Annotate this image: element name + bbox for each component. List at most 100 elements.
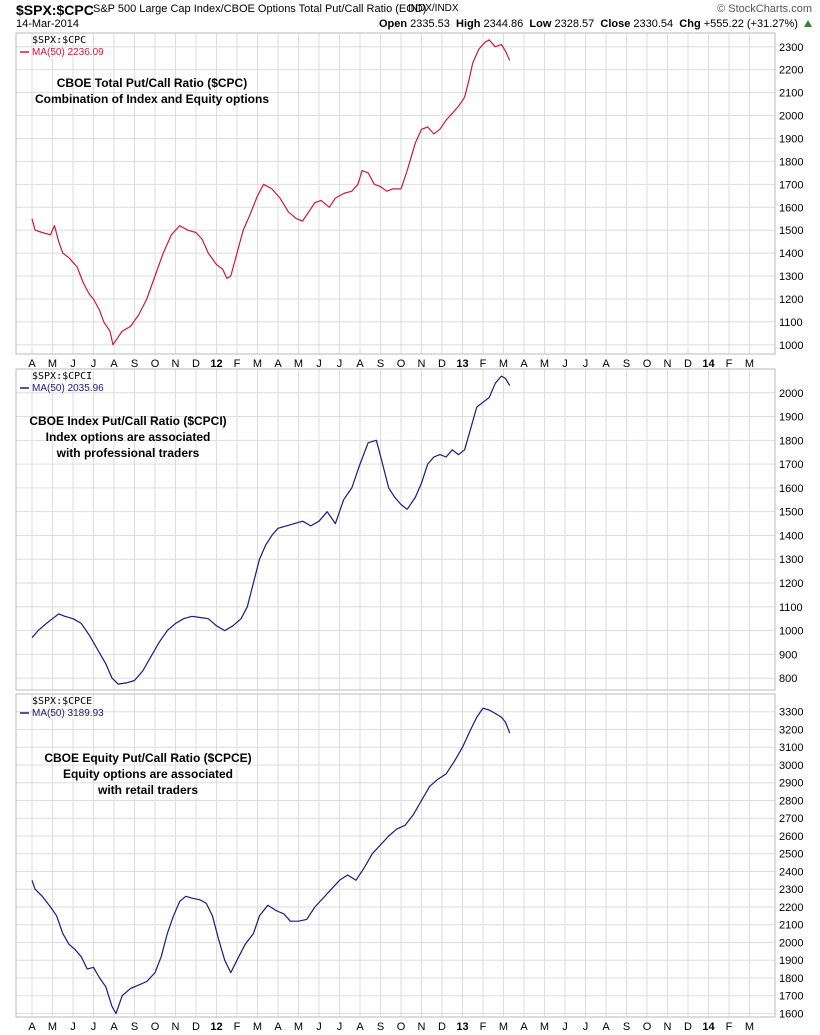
- x-month-label: D: [192, 1021, 200, 1033]
- y-tick-label: 1000: [779, 340, 803, 352]
- y-tick-label: 900: [779, 649, 797, 661]
- up-arrow-icon: [804, 20, 812, 27]
- y-tick-label: 2300: [779, 42, 803, 54]
- brand-watermark: © StockCharts.com: [717, 3, 812, 15]
- y-tick-label: 2800: [779, 795, 803, 807]
- x-month-label: J: [91, 358, 97, 370]
- x-month-label: F: [726, 1021, 733, 1033]
- ohlc-readout: Open 2335.53 High 2344.86 Low 2328.57 Cl…: [379, 18, 812, 30]
- legend-symbol: $SPX:$CPCI: [32, 371, 92, 382]
- x-month-label: O: [151, 1021, 160, 1033]
- x-year-label: 12: [210, 358, 222, 370]
- x-month-label: A: [110, 1021, 118, 1033]
- panel-frame-3: [15, 693, 776, 1018]
- y-tick-label: 1400: [779, 530, 803, 542]
- x-month-label: M: [48, 1021, 57, 1033]
- legend-ma: MA(50) 2236.09: [32, 47, 104, 58]
- x-month-label: J: [583, 358, 589, 370]
- y-tick-label: 1900: [779, 133, 803, 145]
- x-month-label: S: [623, 358, 630, 370]
- y-tick-label: 1300: [779, 271, 803, 283]
- y-tick-label: 1100: [779, 317, 803, 329]
- y-tick-label: 2200: [779, 65, 803, 77]
- y-tick-label: 2100: [779, 920, 803, 932]
- open-value: 2335.53: [410, 18, 450, 30]
- panel-frame-2: [15, 368, 776, 691]
- legend-ma: MA(50) 2035.96: [32, 383, 104, 394]
- series-line-spxcpci: [31, 375, 511, 685]
- y-tick-label: 1500: [779, 507, 803, 519]
- x-year-label: 13: [456, 1021, 468, 1033]
- y-tick-label: 2500: [779, 849, 803, 861]
- x-month-label: J: [337, 358, 343, 370]
- y-tick-label: 1900: [779, 412, 803, 424]
- x-month-label: A: [274, 1021, 282, 1033]
- y-tick-label: 1700: [779, 991, 803, 1003]
- panel-note-line: Index options are associated: [46, 430, 211, 444]
- y-tick-label: 3100: [779, 742, 803, 754]
- x-month-label: A: [602, 358, 610, 370]
- x-month-label: M: [499, 358, 508, 370]
- x-month-label: J: [316, 1021, 322, 1033]
- y-tick-label: 2600: [779, 831, 803, 843]
- x-month-label: D: [684, 358, 692, 370]
- panel-note-line: Combination of Index and Equity options: [35, 92, 269, 106]
- x-month-label: D: [438, 1021, 446, 1033]
- x-month-label: J: [562, 358, 568, 370]
- ticker-description: S&P 500 Large Cap Index/CBOE Options Tot…: [93, 3, 427, 15]
- x-year-label: 12: [210, 1021, 222, 1033]
- high-label: High: [456, 18, 481, 30]
- y-tick-label: 1800: [779, 973, 803, 985]
- y-tick-label: 2100: [779, 88, 803, 100]
- series-line-spxcpce: [31, 707, 511, 1015]
- x-month-label: D: [192, 358, 200, 370]
- y-tick-label: 1700: [779, 459, 803, 471]
- x-month-label: S: [131, 1021, 138, 1033]
- y-tick-label: 1900: [779, 955, 803, 967]
- y-tick-label: 2000: [779, 111, 803, 123]
- x-month-label: F: [726, 358, 733, 370]
- x-month-label: O: [643, 1021, 652, 1033]
- x-month-label: A: [602, 1021, 610, 1033]
- x-month-label: M: [253, 358, 262, 370]
- x-month-label: S: [131, 358, 138, 370]
- y-tick-label: 1800: [779, 156, 803, 168]
- x-month-label: S: [623, 1021, 630, 1033]
- x-month-label: J: [337, 1021, 343, 1033]
- x-month-label: O: [397, 1021, 406, 1033]
- y-tick-label: 2300: [779, 884, 803, 896]
- open-label: Open: [378, 18, 408, 30]
- y-tick-label: 1700: [779, 179, 803, 191]
- chart-date: 14-Mar-2014: [16, 18, 79, 30]
- x-month-label: N: [172, 358, 180, 370]
- legend-symbol: $SPX:$CPC: [32, 35, 86, 46]
- x-month-label: J: [70, 358, 76, 370]
- panel-frame-1: [15, 32, 776, 355]
- x-month-label: A: [520, 1021, 528, 1033]
- x-month-label: A: [274, 358, 282, 370]
- close-label: Close: [600, 18, 631, 30]
- y-tick-label: 1500: [779, 225, 803, 237]
- x-month-label: M: [540, 1021, 549, 1033]
- panel-note-line: Equity options are associated: [63, 767, 233, 781]
- x-month-label: N: [418, 358, 426, 370]
- y-tick-label: 2000: [779, 388, 803, 400]
- y-tick-label: 2900: [779, 778, 803, 790]
- x-month-label: M: [499, 1021, 508, 1033]
- x-month-label: M: [48, 358, 57, 370]
- x-month-label: M: [745, 1021, 754, 1033]
- panel-note-line: with retail traders: [97, 783, 198, 797]
- x-month-label: S: [377, 1021, 384, 1033]
- ticker-symbol: $SPX:$CPC: [16, 2, 94, 18]
- y-tick-label: 2200: [779, 902, 803, 914]
- x-month-label: M: [294, 358, 303, 370]
- x-month-label: F: [234, 1021, 241, 1033]
- x-month-label: M: [745, 358, 754, 370]
- y-tick-label: 1400: [779, 248, 803, 260]
- legend-ma: MA(50) 3189.93: [32, 708, 104, 719]
- y-tick-label: 1600: [779, 483, 803, 495]
- exchange-label: INDX/INDX: [408, 3, 459, 14]
- x-year-label: 14: [702, 358, 715, 370]
- y-tick-label: 3000: [779, 760, 803, 772]
